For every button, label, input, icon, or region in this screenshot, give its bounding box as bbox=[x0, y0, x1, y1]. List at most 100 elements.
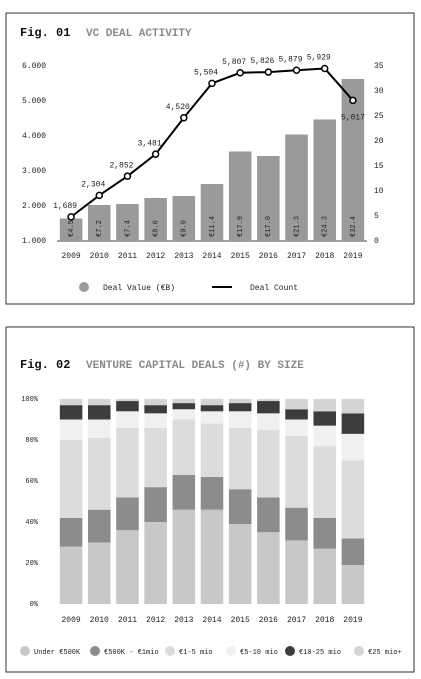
point-value-label: 5,929 bbox=[307, 54, 331, 63]
bar-segment bbox=[285, 435, 308, 508]
x-tick-label: 2012 bbox=[146, 252, 165, 261]
bar-segment bbox=[341, 399, 365, 414]
bar-segment bbox=[59, 517, 83, 547]
bar-value-label: €21.3 bbox=[293, 216, 301, 237]
bar-segment bbox=[313, 399, 336, 412]
point-value-label: 2,304 bbox=[81, 180, 105, 189]
bar-segment bbox=[172, 474, 196, 510]
y2-tick-label: 5 bbox=[374, 212, 379, 221]
bar-segment bbox=[285, 399, 308, 410]
bar-segment bbox=[341, 538, 365, 566]
line-point bbox=[151, 150, 160, 158]
bar bbox=[144, 198, 167, 241]
bar-segment bbox=[144, 427, 167, 488]
bar-segment bbox=[228, 403, 252, 412]
line-point bbox=[264, 68, 273, 76]
line-point bbox=[180, 114, 188, 122]
bar-segment bbox=[59, 440, 83, 518]
bar-segment bbox=[313, 446, 336, 518]
bar-segment bbox=[257, 399, 280, 402]
bar-segment bbox=[88, 399, 111, 406]
bar-value-label: €32.4 bbox=[350, 216, 358, 237]
bar-segment bbox=[285, 409, 308, 420]
y-tick-label: 5.000 bbox=[22, 97, 46, 106]
y-tick-label: 20% bbox=[25, 560, 38, 568]
point-value-label: 2,852 bbox=[109, 161, 133, 170]
x-tick-label: 2015 bbox=[231, 616, 250, 625]
bar bbox=[88, 205, 111, 241]
bar-segment bbox=[172, 399, 196, 404]
x-tick-label: 2018 bbox=[315, 252, 334, 261]
legend-label: Deal Count bbox=[250, 284, 298, 293]
x-tick-label: 2011 bbox=[118, 252, 137, 261]
bar bbox=[285, 134, 308, 241]
legend-label: €5-10 mio bbox=[240, 649, 278, 657]
x-tick-label: 2015 bbox=[231, 252, 250, 261]
y2-tick-label: 20 bbox=[374, 137, 384, 146]
point-value-label: 5,017 bbox=[341, 114, 365, 123]
x-tick-label: 2019 bbox=[343, 616, 362, 625]
bar-segment bbox=[257, 429, 280, 498]
y2-tick-label: 10 bbox=[374, 187, 384, 196]
bar-value-label: €24.3 bbox=[322, 216, 330, 237]
x-tick-label: 2011 bbox=[118, 616, 137, 625]
y-tick-label: 2.000 bbox=[22, 202, 46, 211]
point-value-label: 5,879 bbox=[279, 55, 303, 64]
bar-value-label: €17.9 bbox=[237, 216, 245, 237]
bar-value-label: €17.0 bbox=[265, 216, 273, 237]
bar-segment bbox=[257, 413, 280, 430]
legend-label: €25 mio+ bbox=[368, 649, 402, 657]
bar-value-label: €7.4 bbox=[124, 220, 132, 237]
bar-segment bbox=[285, 540, 308, 604]
panel-frame bbox=[5, 326, 415, 673]
bar bbox=[341, 79, 365, 241]
line-point bbox=[95, 191, 104, 200]
x-tick-label: 2009 bbox=[61, 616, 80, 625]
bar-segment bbox=[313, 517, 336, 549]
bar-segment bbox=[88, 405, 111, 420]
bar-segment bbox=[341, 433, 365, 461]
point-value-label: 3,481 bbox=[138, 139, 162, 148]
legend-label: Deal Value (€B) bbox=[103, 284, 175, 293]
bar-segment bbox=[172, 509, 196, 604]
line-point bbox=[67, 213, 75, 221]
bar-segment bbox=[59, 399, 83, 406]
bar-segment bbox=[116, 497, 139, 531]
bar-segment bbox=[200, 476, 224, 510]
point-value-label: 4,520 bbox=[166, 103, 190, 112]
bar-segment bbox=[116, 427, 139, 498]
bar-segment bbox=[88, 419, 111, 438]
bar-segment bbox=[88, 437, 111, 510]
x-tick-label: 2012 bbox=[146, 616, 165, 625]
line-point bbox=[236, 69, 244, 77]
x-tick-label: 2016 bbox=[259, 252, 278, 261]
y-tick-label: 4.000 bbox=[22, 132, 46, 141]
point-value-label: 1,689 bbox=[53, 202, 77, 211]
bar-segment bbox=[200, 399, 224, 406]
legend-swatch bbox=[226, 646, 236, 656]
y-tick-label: 3.000 bbox=[22, 167, 46, 176]
legend-swatch bbox=[90, 646, 100, 656]
line-point bbox=[349, 96, 357, 105]
bar bbox=[257, 156, 280, 241]
bar-segment bbox=[116, 399, 139, 402]
x-tick-label: 2013 bbox=[174, 616, 193, 625]
legend-label: €500K - €1mio bbox=[104, 649, 159, 657]
point-value-label: 5,826 bbox=[250, 57, 274, 66]
bar bbox=[116, 204, 139, 241]
bar-segment bbox=[257, 532, 280, 604]
line-point bbox=[292, 66, 301, 74]
figure-label: Fig. 01 bbox=[20, 26, 70, 40]
legend-label: Under €500K bbox=[34, 649, 81, 657]
y-tick-label: 60% bbox=[25, 478, 38, 486]
bar-segment bbox=[59, 546, 83, 604]
x-tick-label: 2010 bbox=[90, 616, 109, 625]
y-tick-label: 100% bbox=[21, 396, 39, 404]
bar-segment bbox=[341, 413, 365, 434]
legend-label: €1-5 mio bbox=[179, 649, 213, 657]
bar-value-label: €11.4 bbox=[209, 216, 217, 237]
x-tick-label: 2009 bbox=[61, 252, 80, 261]
y-tick-label: 0% bbox=[30, 601, 39, 609]
bar-segment bbox=[59, 419, 83, 440]
